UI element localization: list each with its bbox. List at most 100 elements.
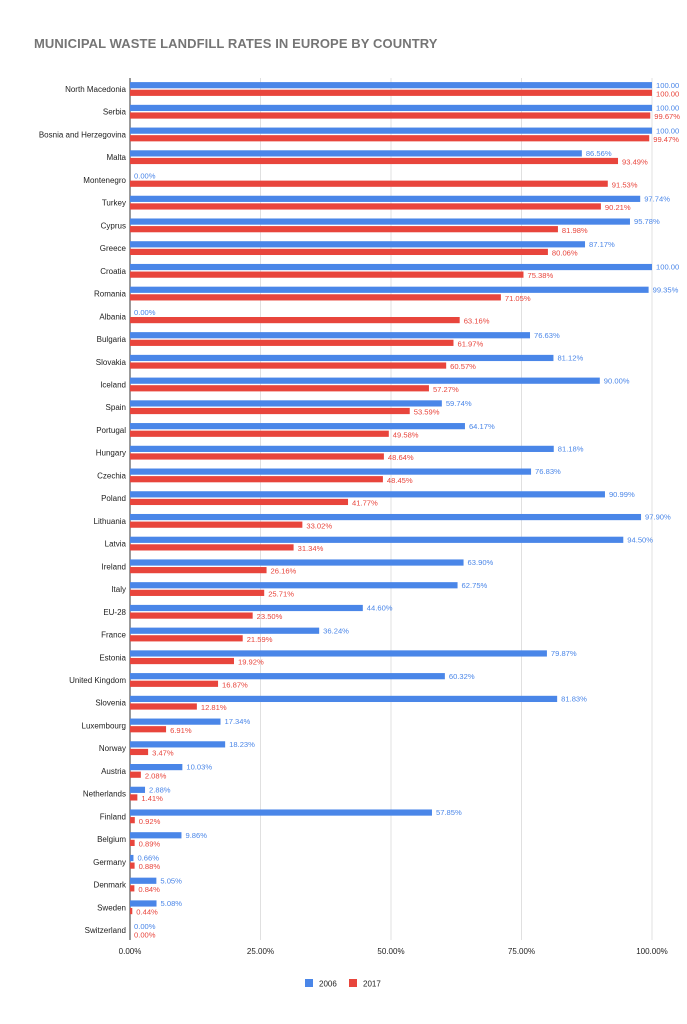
x-tick-label: 75.00% bbox=[508, 947, 535, 956]
bar-2006 bbox=[130, 263, 652, 271]
bar-2006 bbox=[130, 877, 157, 884]
bar-2006 bbox=[130, 559, 464, 566]
bar-2017 bbox=[130, 635, 243, 642]
category-label: Romania bbox=[94, 290, 127, 299]
bar-2017 bbox=[130, 703, 197, 710]
category-label: Portugal bbox=[96, 426, 126, 435]
data-label-2006: 90.00% bbox=[604, 376, 630, 385]
category-label: Estonia bbox=[99, 653, 126, 662]
data-label-2006: 0.00% bbox=[134, 172, 156, 181]
bar-2006 bbox=[130, 650, 547, 657]
category-label: Poland bbox=[101, 494, 126, 503]
data-label-2017: 16.87% bbox=[222, 680, 248, 689]
bar-2017 bbox=[130, 248, 548, 256]
bar-2017 bbox=[130, 476, 383, 483]
category-label: Norway bbox=[99, 744, 126, 753]
category-label: Finland bbox=[100, 812, 126, 821]
bar-2006 bbox=[130, 127, 652, 134]
bar-2006 bbox=[130, 332, 531, 339]
legend-label-2017: 2017 bbox=[363, 980, 381, 989]
data-label-2017: 71.05% bbox=[505, 294, 531, 303]
bar-2006 bbox=[130, 354, 554, 362]
data-label-2006: 100.00 bbox=[656, 104, 679, 113]
data-label-2006: 100.00 bbox=[656, 263, 679, 272]
data-label-2006: 9.86% bbox=[185, 831, 207, 840]
category-label: Slovenia bbox=[95, 699, 126, 708]
data-label-2017: 0.84% bbox=[138, 885, 160, 894]
bar-2017 bbox=[130, 317, 460, 324]
data-label-2017: 53.59% bbox=[414, 408, 440, 417]
data-label-2006: 0.00% bbox=[134, 922, 156, 931]
category-label: Austria bbox=[101, 767, 126, 776]
category-label: Greece bbox=[100, 244, 127, 253]
category-label: Slovakia bbox=[96, 358, 127, 367]
bar-2017 bbox=[130, 294, 501, 301]
data-label-2017: 49.58% bbox=[393, 430, 419, 439]
category-label: Croatia bbox=[100, 267, 126, 276]
bar-2006 bbox=[130, 809, 432, 816]
bar-2006 bbox=[130, 241, 586, 248]
data-label-2006: 64.17% bbox=[469, 422, 495, 431]
bar-2006 bbox=[130, 695, 558, 703]
bar-2017 bbox=[130, 339, 454, 346]
category-label: Serbia bbox=[103, 108, 127, 117]
category-label: Bulgaria bbox=[97, 335, 127, 344]
data-label-2006: 87.17% bbox=[589, 240, 615, 249]
data-label-2017: 0.00% bbox=[134, 930, 156, 939]
data-label-2017: 61.97% bbox=[457, 339, 483, 348]
data-label-2017: 48.64% bbox=[388, 453, 414, 462]
data-label-2006: 5.05% bbox=[160, 876, 182, 885]
bar-2017 bbox=[130, 680, 219, 687]
bar-2017 bbox=[130, 430, 389, 437]
data-label-2017: 63.16% bbox=[464, 317, 490, 326]
bar-2006 bbox=[130, 582, 458, 589]
bar-2006 bbox=[130, 400, 442, 407]
data-label-2006: 95.78% bbox=[634, 217, 660, 226]
data-label-2006: 0.00% bbox=[134, 308, 156, 317]
bar-2006 bbox=[130, 377, 600, 384]
bar-2006 bbox=[130, 764, 183, 771]
category-label: Switzerland bbox=[85, 926, 126, 935]
bar-2006 bbox=[130, 741, 226, 748]
bar-2006 bbox=[130, 150, 582, 157]
category-label: Montenegro bbox=[83, 176, 126, 185]
data-label-2006: 100.00 bbox=[656, 126, 679, 135]
data-label-2017: 41.77% bbox=[352, 499, 378, 508]
data-label-2017: 57.27% bbox=[433, 385, 459, 394]
data-label-2006: 44.60% bbox=[367, 604, 393, 613]
bar-2017 bbox=[130, 907, 133, 915]
data-label-2006: 81.12% bbox=[557, 354, 583, 363]
bar-2017 bbox=[130, 157, 619, 165]
category-label: Iceland bbox=[100, 380, 126, 389]
data-label-2006: 10.03% bbox=[186, 763, 212, 772]
data-label-2006: 17.34% bbox=[225, 717, 251, 726]
data-label-2017: 6.91% bbox=[170, 726, 192, 735]
data-label-2017: 0.88% bbox=[139, 862, 161, 871]
bar-2006 bbox=[130, 445, 554, 452]
bar-2006 bbox=[130, 423, 465, 430]
data-label-2017: 99.67% bbox=[654, 112, 680, 121]
category-label: Denmark bbox=[94, 881, 127, 890]
data-label-2017: 2.08% bbox=[145, 771, 167, 780]
bar-2017 bbox=[130, 657, 234, 665]
data-label-2006: 81.18% bbox=[558, 444, 584, 453]
data-label-2017: 1.41% bbox=[141, 794, 163, 803]
bar-2017 bbox=[130, 817, 135, 824]
bar-2006 bbox=[130, 286, 649, 293]
bar-2017 bbox=[130, 89, 652, 96]
bar-2017 bbox=[130, 203, 601, 210]
data-label-2017: 99.47% bbox=[653, 135, 679, 144]
data-label-2006: 90.99% bbox=[609, 490, 635, 499]
bar-2006 bbox=[130, 468, 532, 475]
category-label: Malta bbox=[106, 153, 126, 162]
bar-2006 bbox=[130, 536, 624, 543]
category-labels: North Macedonia Serbia Bosnia and Herzegov… bbox=[39, 85, 127, 935]
data-label-2006: 86.56% bbox=[586, 149, 612, 158]
data-label-2006: 94.50% bbox=[627, 535, 653, 544]
data-label-2017: 26.16% bbox=[271, 567, 297, 576]
data-label-2006: 97.90% bbox=[645, 513, 671, 522]
data-label-2017: 21.59% bbox=[247, 635, 273, 644]
data-label-2017: 31.34% bbox=[298, 544, 324, 553]
data-label-2017: 0.44% bbox=[136, 908, 158, 917]
data-label-2006: 36.24% bbox=[323, 626, 349, 635]
